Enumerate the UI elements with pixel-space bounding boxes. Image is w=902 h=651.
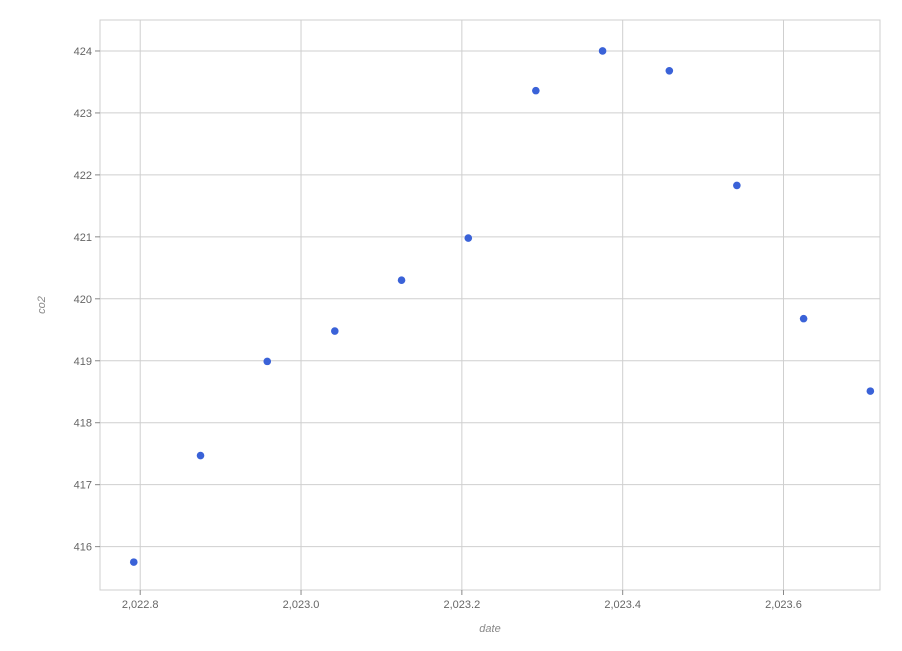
- y-tick-label: 417: [74, 480, 92, 492]
- y-tick-label: 421: [74, 232, 92, 244]
- y-tick-label: 419: [74, 356, 92, 368]
- x-tick-label: 2,023.4: [604, 599, 641, 611]
- data-point: [263, 358, 271, 366]
- data-point: [197, 452, 205, 460]
- y-tick-label: 418: [74, 418, 92, 430]
- data-point: [398, 276, 406, 284]
- y-tick-label: 423: [74, 108, 92, 120]
- data-point: [867, 387, 875, 395]
- data-point: [666, 67, 674, 75]
- x-tick-label: 2,023.0: [283, 599, 320, 611]
- x-tick-label: 2,022.8: [122, 599, 159, 611]
- x-axis-label: date: [479, 623, 500, 635]
- data-point: [733, 182, 741, 190]
- data-point: [464, 234, 472, 242]
- data-point: [331, 327, 339, 335]
- plot-border: [100, 20, 880, 590]
- data-point: [599, 47, 607, 55]
- y-tick-label: 422: [74, 170, 92, 182]
- scatter-chart: 2,022.8 2,023.0 2,023.2 2,023.4 2,023.6 416 41…: [0, 0, 902, 651]
- x-tick-label: 2,023.2: [444, 599, 481, 611]
- data-point: [800, 315, 808, 323]
- x-tick-label: 2,023.6: [765, 599, 802, 611]
- data-point: [130, 558, 138, 566]
- y-tick-label: 420: [74, 294, 92, 306]
- y-tick-label: 424: [74, 46, 92, 58]
- data-point: [532, 87, 540, 95]
- y-tick-label: 416: [74, 542, 92, 554]
- y-axis-label: co2: [36, 296, 48, 314]
- chart-svg: 2,022.8 2,023.0 2,023.2 2,023.4 2,023.6 416 41…: [0, 0, 902, 651]
